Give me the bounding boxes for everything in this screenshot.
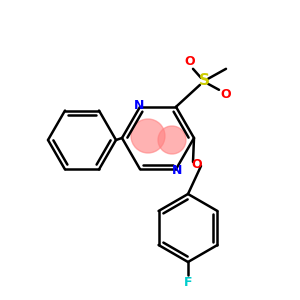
Text: F: F <box>184 275 192 289</box>
Text: S: S <box>199 73 209 88</box>
Text: O: O <box>221 88 231 101</box>
Circle shape <box>158 126 186 154</box>
Text: N: N <box>134 99 144 112</box>
Text: N: N <box>172 164 182 177</box>
Text: O: O <box>185 55 195 68</box>
Text: O: O <box>192 158 202 170</box>
Circle shape <box>131 119 165 153</box>
